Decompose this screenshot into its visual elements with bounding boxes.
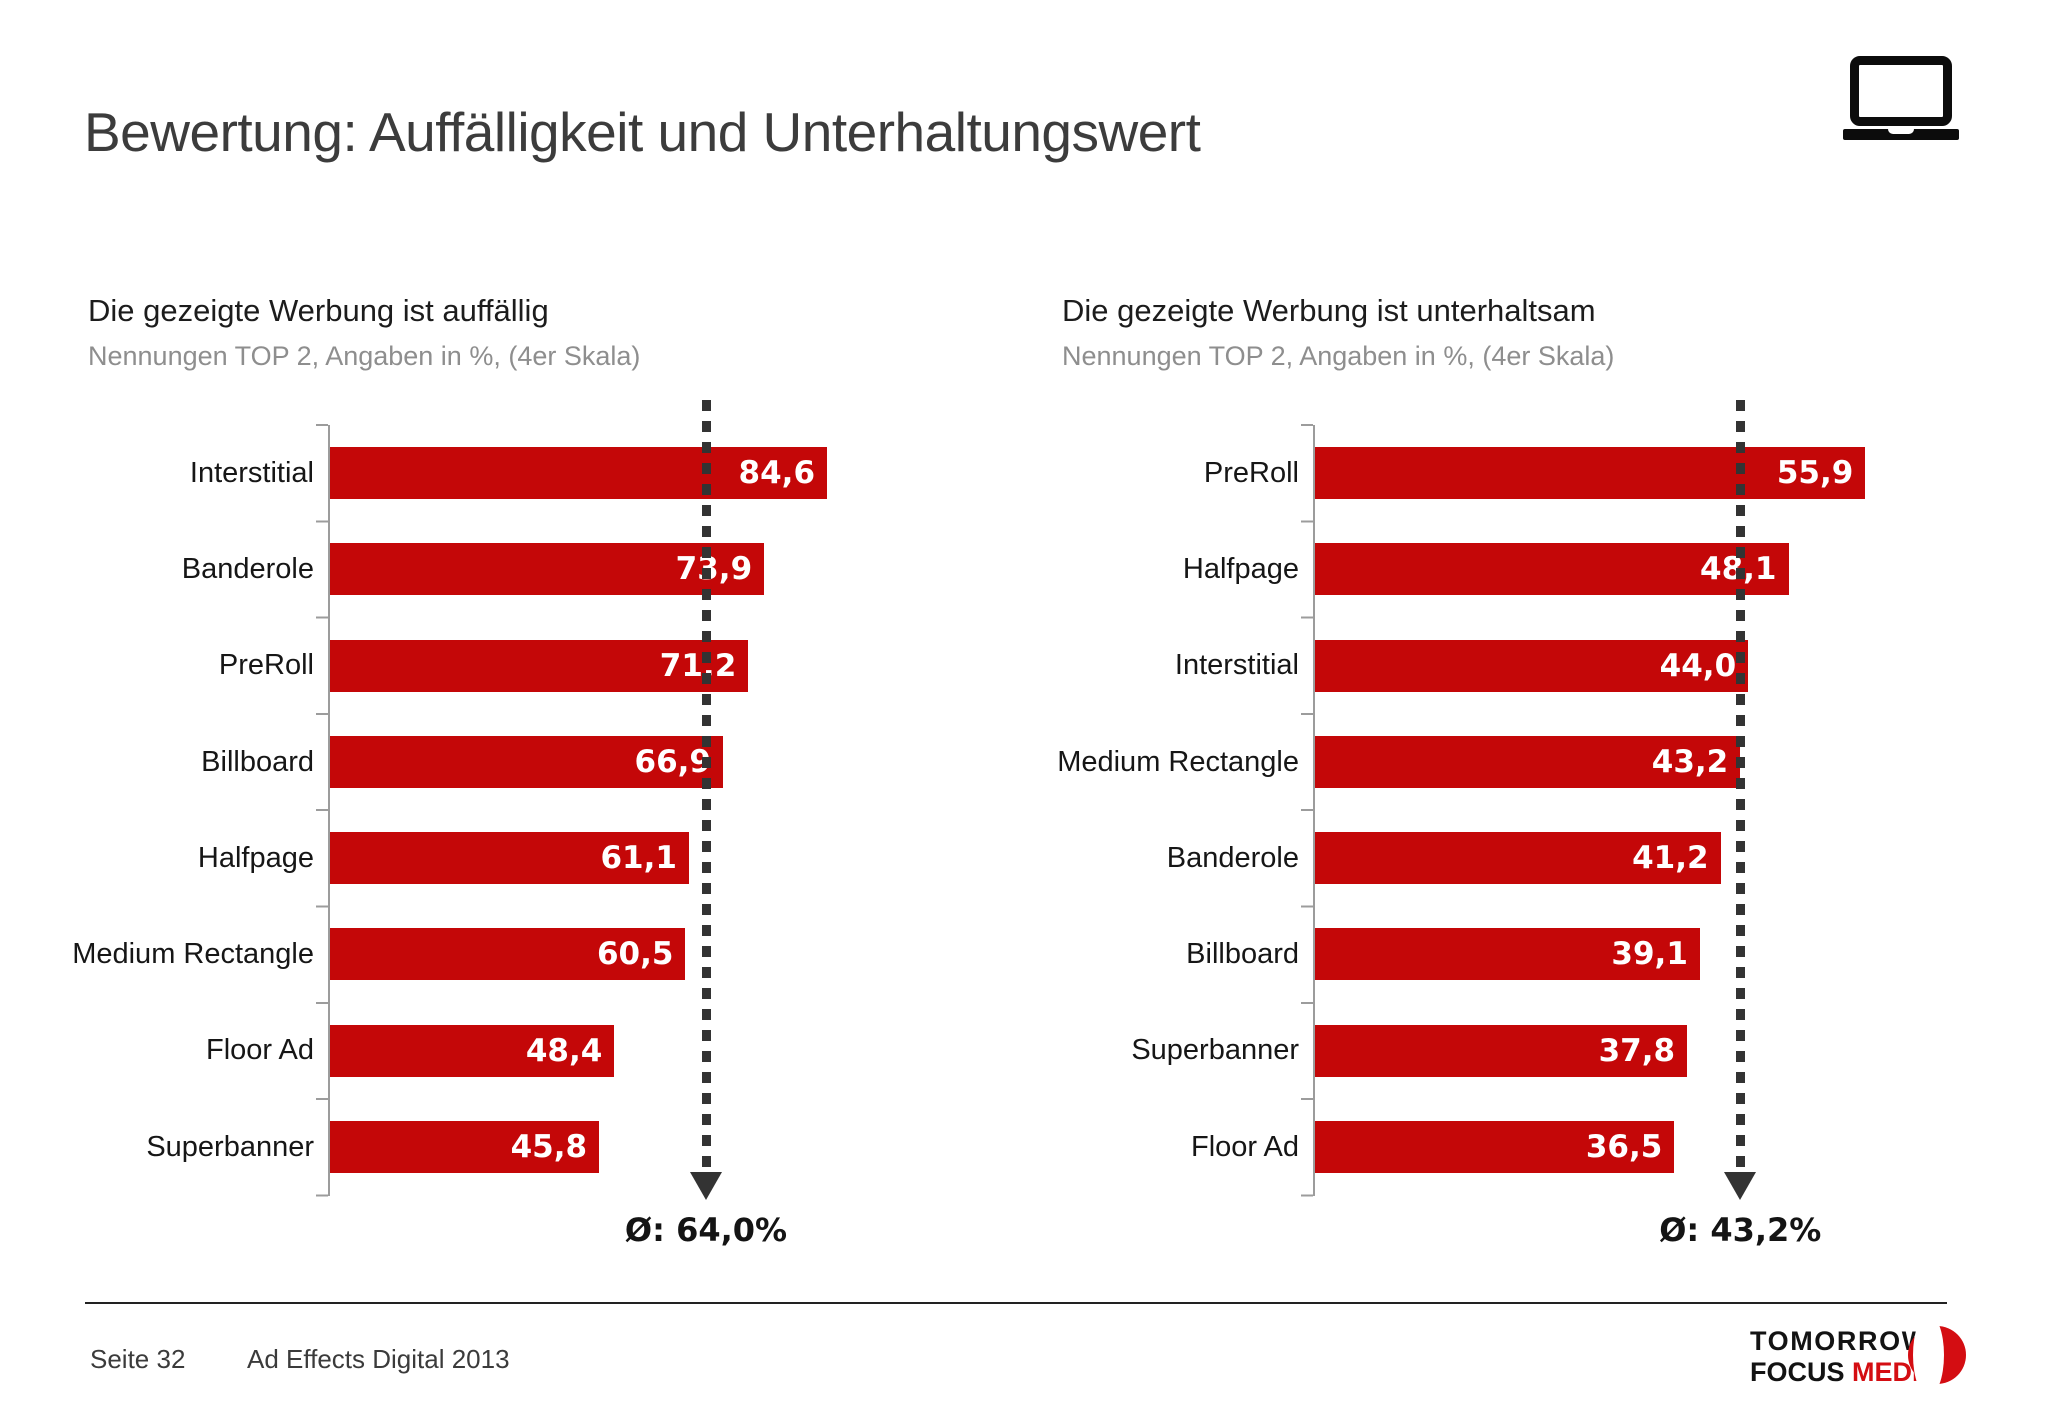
laptop-notch bbox=[1888, 129, 1914, 134]
right-bar-rows: 55,9 48,1 44,0 43,2 41,2 39,1 37,8 36,5 bbox=[1315, 425, 1886, 1196]
bar-row: 71,2 bbox=[330, 618, 847, 714]
average-label: Ø: 43,2% bbox=[1659, 1211, 1822, 1249]
dashed-arrow-down-icon bbox=[690, 400, 722, 1200]
right-category-labels: PreRoll Halfpage Interstitial Medium Rec… bbox=[999, 425, 1299, 1196]
bar-row: 39,1 bbox=[1315, 906, 1886, 1002]
category-label: PreRoll bbox=[1203, 456, 1299, 489]
bar-preroll: 71,2 bbox=[330, 639, 749, 692]
logo-cut bbox=[1913, 1314, 1944, 1396]
crescent-logo-icon bbox=[1908, 1314, 1966, 1396]
bar-interstitial: 84,6 bbox=[330, 447, 828, 499]
category-label: Superbanner bbox=[146, 1130, 314, 1163]
bar-superbanner: 37,8 bbox=[1315, 1024, 1688, 1077]
laptop-base bbox=[1843, 129, 1959, 140]
bar-halfpage: 48,1 bbox=[1315, 543, 1789, 596]
bar-value-label: 61,1 bbox=[600, 840, 677, 877]
category-label: Billboard bbox=[1186, 938, 1299, 971]
tomorrow-focus-media-logo: TOMORROW FOCUS MEDIA bbox=[1750, 1314, 1980, 1396]
bar-row: 37,8 bbox=[1315, 1003, 1886, 1099]
category-label: Medium Rectangle bbox=[1057, 745, 1299, 778]
bar-halfpage: 61,1 bbox=[330, 832, 689, 885]
bar-row: 45,8 bbox=[330, 1099, 847, 1195]
bar-value-label: 71,2 bbox=[659, 647, 737, 684]
left-bar-rows: 84,6 73,9 71,2 66,9 61,1 60,5 48,4 45,8 bbox=[330, 425, 847, 1196]
bar-value-label: 84,6 bbox=[738, 455, 816, 491]
category-label: Floor Ad bbox=[206, 1034, 314, 1067]
footer-divider bbox=[85, 1302, 1947, 1304]
left-chart-subtitle: Nennungen TOP 2, Angaben in %, (4er Skal… bbox=[88, 341, 641, 371]
bar-value-label: 48,4 bbox=[525, 1032, 603, 1069]
bar-row: 55,9 bbox=[1315, 425, 1886, 521]
category-label: Interstitial bbox=[1174, 649, 1299, 682]
bar-medium-rectangle: 43,2 bbox=[1315, 735, 1741, 788]
bar-floor-ad: 36,5 bbox=[1315, 1121, 1675, 1174]
category-label: Halfpage bbox=[1182, 552, 1299, 585]
laptop-screen bbox=[1850, 56, 1952, 126]
category-label: Billboard bbox=[201, 745, 314, 778]
bar-row: 60,5 bbox=[330, 906, 847, 1002]
bar-value-label: 66,9 bbox=[634, 743, 712, 780]
logo-focus: FOCUS bbox=[1750, 1357, 1853, 1388]
logo-line1: TOMORROW bbox=[1750, 1326, 1929, 1356]
bar-value-label: 73,9 bbox=[675, 551, 753, 588]
bar-row: 48,1 bbox=[1315, 521, 1886, 617]
arrow-head-icon bbox=[690, 1172, 722, 1200]
bar-row: 73,9 bbox=[330, 521, 847, 617]
bar-value-label: 55,9 bbox=[1776, 455, 1854, 491]
bar-row: 61,1 bbox=[330, 810, 847, 906]
category-label: Interstitial bbox=[189, 456, 314, 489]
average-label: Ø: 64,0% bbox=[624, 1211, 788, 1249]
arrow-head-icon bbox=[1724, 1172, 1757, 1200]
bar-medium-rectangle: 60,5 bbox=[330, 928, 686, 981]
bar-row: 84,6 bbox=[330, 425, 847, 521]
footer-source: Ad Effects Digital 2013 bbox=[247, 1344, 510, 1374]
bar-row: 44,0 bbox=[1315, 618, 1886, 714]
bar-interstitial: 44,0 bbox=[1315, 639, 1749, 692]
category-label: Floor Ad bbox=[1191, 1130, 1299, 1163]
category-label: Halfpage bbox=[197, 841, 314, 874]
bar-value-label: 45,8 bbox=[510, 1129, 588, 1166]
bar-banderole: 73,9 bbox=[330, 543, 765, 596]
bar-billboard: 66,9 bbox=[330, 735, 724, 788]
right-chart-plot: PreRoll Halfpage Interstitial Medium Rec… bbox=[1057, 400, 1886, 1249]
bar-banderole: 41,2 bbox=[1315, 832, 1721, 885]
laptop-icon bbox=[1843, 56, 1959, 140]
bar-value-label: 41,2 bbox=[1632, 840, 1709, 877]
bar-superbanner: 45,8 bbox=[330, 1121, 600, 1174]
category-label: Banderole bbox=[1166, 841, 1299, 874]
bar-value-label: 39,1 bbox=[1611, 936, 1688, 973]
bar-row: 36,5 bbox=[1315, 1099, 1886, 1195]
bar-row: 43,2 bbox=[1315, 714, 1886, 810]
left-chart-plot: Interstitial Banderole PreRoll Billboard… bbox=[72, 400, 847, 1249]
right-chart-title: Die gezeigte Werbung ist unterhaltsam bbox=[1062, 293, 1596, 328]
bar-row: 41,2 bbox=[1315, 810, 1886, 906]
axis-ticks bbox=[1301, 424, 1313, 1198]
axis-ticks bbox=[316, 424, 328, 1198]
page-title: Bewertung: Auffälligkeit und Unterhaltun… bbox=[84, 101, 1201, 163]
left-chart-title: Die gezeigte Werbung ist auffällig bbox=[88, 293, 549, 328]
bar-value-label: 44,0 bbox=[1659, 647, 1737, 684]
page-number: Seite 32 bbox=[90, 1344, 186, 1374]
category-label: Medium Rectangle bbox=[72, 938, 314, 971]
left-category-labels: Interstitial Banderole PreRoll Billboard… bbox=[14, 425, 314, 1196]
bar-value-label: 37,8 bbox=[1598, 1032, 1676, 1069]
right-chart-subtitle: Nennungen TOP 2, Angaben in %, (4er Skal… bbox=[1062, 341, 1615, 371]
bar-floor-ad: 48,4 bbox=[330, 1024, 615, 1077]
bar-preroll: 55,9 bbox=[1315, 447, 1866, 499]
bar-row: 48,4 bbox=[330, 1003, 847, 1099]
category-label: PreRoll bbox=[218, 649, 314, 682]
bar-value-label: 60,5 bbox=[596, 936, 674, 973]
bar-billboard: 39,1 bbox=[1315, 928, 1700, 981]
bar-value-label: 36,5 bbox=[1585, 1129, 1663, 1166]
bar-value-label: 43,2 bbox=[1651, 743, 1729, 780]
bar-row: 66,9 bbox=[330, 714, 847, 810]
dashed-arrow-down-icon bbox=[1724, 400, 1757, 1200]
category-label: Banderole bbox=[181, 552, 314, 585]
category-label: Superbanner bbox=[1131, 1034, 1299, 1067]
